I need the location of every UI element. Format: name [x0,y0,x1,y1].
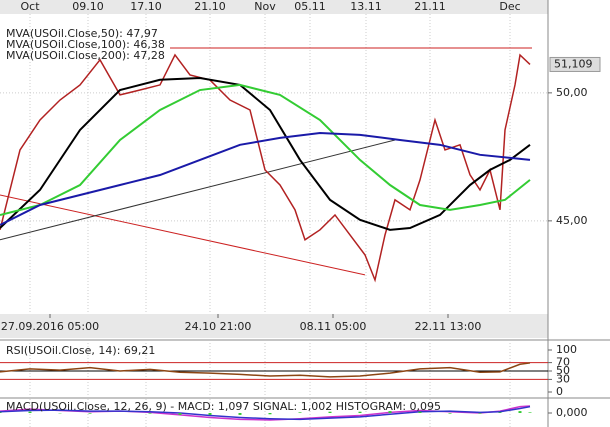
histogram-bar [478,413,482,414]
x-tick-label: 22.11 13:00 [415,320,482,333]
x-tick-label: Nov [254,0,276,13]
histogram-bar [388,411,392,413]
panel-title: MACD(USOil.Close, 12, 26, 9) - MACD: 1,0… [6,400,441,413]
time-axis-strip [0,314,548,338]
histogram-bar [178,413,182,415]
histogram-bar [0,412,2,413]
histogram-bar [448,413,452,414]
histogram-bar [298,412,302,413]
histogram-bar [88,413,92,414]
x-tick-label: 08.11 05:00 [300,320,367,333]
trend-line [0,194,366,276]
y-tick-label: 0 [556,385,563,398]
histogram-bar [418,411,422,413]
series-line [0,405,531,421]
series-line [0,76,531,231]
x-tick-label: Oct [20,0,40,13]
x-tick-label: 17.10 [130,0,162,13]
y-tick-label: 100 [556,343,577,356]
y-tick-label: 30 [556,372,570,385]
legend-entry: MVA(USOil.Close,200): 47,28 [6,49,165,62]
histogram-bar [518,411,522,413]
last-price-box [549,56,601,72]
histogram-bar [148,413,152,414]
x-tick-label: 05.11 [294,0,326,13]
y-tick-label: 0,000 [556,406,588,419]
legend-entry: MVA(USOil.Close,50): 47,97 [6,27,158,40]
histogram-bar [328,411,332,413]
histogram-bar [238,413,242,415]
histogram-bar [528,412,532,413]
panel-title: RSI(USOil.Close, 14): 69,21 [6,344,155,357]
series-line [0,362,531,378]
x-tick-label: 09.10 [72,0,104,13]
series-line [0,83,531,216]
top-axis-strip [0,0,548,14]
last-price-label: 51,109 [554,57,593,70]
x-tick-label: 21.11 [414,0,446,13]
x-tick-label: Dec [499,0,520,13]
histogram-bar [268,413,272,415]
x-tick-label: 21.10 [194,0,226,13]
x-tick-label: 24.10 21:00 [185,320,252,333]
histogram-bar [358,411,362,413]
histogram-bar [208,413,212,415]
x-tick-label: 13.11 [350,0,382,13]
series-line [0,132,531,226]
legend-entry: MVA(USOil.Close,100): 46,38 [6,38,165,51]
histogram-bar [28,411,32,413]
y-tick-label: 45,00 [556,214,588,227]
y-tick-label: 50 [556,364,570,377]
y-tick-label: 70 [556,356,570,369]
histogram-bar [498,412,502,413]
x-tick-label: 27.09.2016 05:00 [1,320,99,333]
y-tick-label: 50,00 [556,86,588,99]
trend-line [0,139,396,241]
series-line [0,53,531,283]
